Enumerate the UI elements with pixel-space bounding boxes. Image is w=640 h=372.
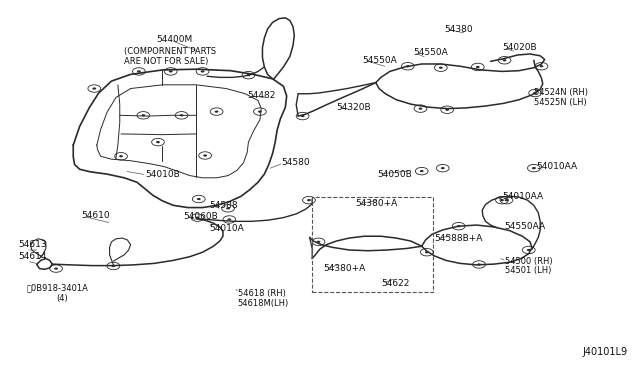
- Text: 54550A: 54550A: [362, 56, 397, 65]
- Circle shape: [439, 67, 443, 69]
- Text: 54501 (LH): 54501 (LH): [504, 266, 551, 275]
- Text: 54618M(LH): 54618M(LH): [237, 299, 289, 308]
- Circle shape: [111, 265, 115, 267]
- Text: 54060B: 54060B: [184, 212, 218, 221]
- Circle shape: [141, 114, 145, 116]
- Circle shape: [504, 199, 508, 201]
- Circle shape: [476, 66, 480, 68]
- Circle shape: [227, 218, 231, 221]
- Circle shape: [477, 263, 481, 266]
- Circle shape: [420, 170, 424, 172]
- Text: 54613: 54613: [18, 240, 47, 249]
- Circle shape: [527, 249, 531, 251]
- Text: 54550AA: 54550AA: [504, 222, 546, 231]
- Circle shape: [92, 87, 96, 90]
- Circle shape: [533, 92, 537, 94]
- Circle shape: [540, 65, 543, 67]
- Bar: [312, 197, 433, 292]
- Text: 54050B: 54050B: [377, 170, 412, 179]
- Text: 54020B: 54020B: [502, 43, 536, 52]
- Circle shape: [137, 70, 141, 73]
- Circle shape: [441, 167, 445, 169]
- Text: (COMPORNENT PARTS: (COMPORNENT PARTS: [124, 47, 216, 56]
- Text: 54010AA: 54010AA: [502, 192, 543, 201]
- Text: 54320B: 54320B: [337, 103, 371, 112]
- Circle shape: [119, 155, 123, 157]
- Text: 54482: 54482: [247, 92, 276, 100]
- Circle shape: [532, 167, 536, 169]
- Circle shape: [301, 115, 305, 117]
- Text: 54610: 54610: [81, 211, 110, 220]
- Circle shape: [445, 109, 449, 111]
- Circle shape: [214, 110, 218, 113]
- Circle shape: [196, 217, 200, 219]
- Text: (4): (4): [56, 294, 68, 303]
- Text: 54525N (LH): 54525N (LH): [534, 98, 587, 107]
- Circle shape: [54, 267, 58, 270]
- Text: 54588B+A: 54588B+A: [435, 234, 483, 243]
- Text: 54580: 54580: [282, 158, 310, 167]
- Circle shape: [500, 199, 504, 201]
- Circle shape: [180, 114, 184, 116]
- Circle shape: [226, 207, 230, 209]
- Circle shape: [419, 108, 422, 110]
- Text: 54622: 54622: [381, 279, 410, 288]
- Circle shape: [197, 198, 201, 200]
- Circle shape: [201, 70, 205, 73]
- Circle shape: [502, 59, 506, 61]
- Circle shape: [307, 199, 311, 201]
- Text: 54588: 54588: [209, 201, 237, 210]
- Circle shape: [317, 241, 321, 243]
- Text: J40101L9: J40101L9: [583, 347, 628, 356]
- Text: 54400M: 54400M: [156, 35, 193, 44]
- Circle shape: [246, 74, 250, 76]
- Text: 54380+A: 54380+A: [324, 264, 366, 273]
- Circle shape: [406, 65, 410, 67]
- Text: ARE NOT FOR SALE): ARE NOT FOR SALE): [124, 57, 209, 65]
- Text: 54614: 54614: [18, 252, 46, 261]
- Text: ⓝ0B918-3401A: ⓝ0B918-3401A: [27, 284, 88, 293]
- Text: 54380: 54380: [445, 25, 473, 33]
- Circle shape: [169, 70, 173, 73]
- Circle shape: [425, 251, 429, 253]
- Text: 54500 (RH): 54500 (RH): [504, 257, 552, 266]
- Text: 54550A: 54550A: [413, 48, 447, 57]
- Text: 54524N (RH): 54524N (RH): [534, 88, 588, 97]
- Circle shape: [457, 225, 461, 227]
- Text: 54010B: 54010B: [145, 170, 180, 179]
- Text: 54618 (RH): 54618 (RH): [237, 289, 285, 298]
- Circle shape: [156, 141, 160, 143]
- Circle shape: [258, 110, 262, 113]
- Text: 54010A: 54010A: [209, 224, 244, 233]
- Circle shape: [204, 154, 207, 157]
- Text: 54010AA: 54010AA: [536, 162, 577, 171]
- Text: 54380+A: 54380+A: [355, 199, 397, 208]
